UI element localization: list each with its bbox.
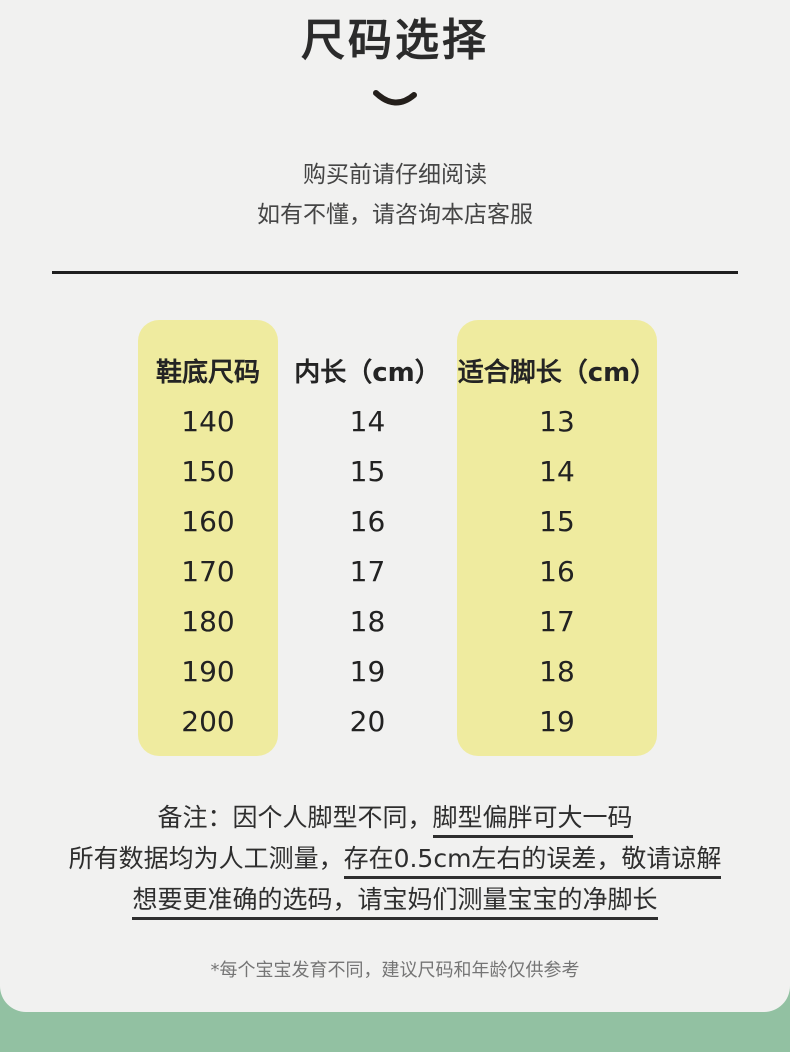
table-cell: 16 <box>539 554 575 588</box>
table-cell: 18 <box>539 654 575 688</box>
table-cell: 13 <box>539 404 575 438</box>
column-header-inner-length: 内长（cm） <box>294 358 441 388</box>
note-line-2-underlined: 存在0.5cm左右的误差，敬请谅解 <box>343 844 722 879</box>
table-cell: 16 <box>349 504 386 538</box>
column-header-sole-size: 鞋底尺码 <box>155 358 260 388</box>
note-line-2-plain: 所有数据均为人工测量， <box>68 844 344 873</box>
note-line-1-underlined: 脚型偏胖可大一码 <box>432 803 633 838</box>
content-card: 尺码选择 购买前请仔细阅读 如有不懂，请咨询本店客服 鞋底尺码 140 150 … <box>0 0 790 1012</box>
table-cell: 190 <box>181 654 235 688</box>
table-cell: 170 <box>181 554 235 588</box>
column-header-foot-length: 适合脚长（cm） <box>457 358 657 388</box>
table-cell: 140 <box>181 404 235 438</box>
divider-line <box>52 271 738 274</box>
table-cell: 17 <box>349 554 386 588</box>
table-cell: 19 <box>349 654 386 688</box>
table-cell: 19 <box>539 704 575 738</box>
intro-line-1: 购买前请仔细阅读 <box>303 162 487 188</box>
smile-icon <box>0 86 790 114</box>
note-line-3-underlined: 想要更准确的选码，请宝妈们测量宝宝的净脚长 <box>132 885 658 920</box>
column-foot-length: 适合脚长（cm） 13 14 15 16 17 18 19 <box>457 320 657 756</box>
note-line-3: 想要更准确的选码，请宝妈们测量宝宝的净脚长 <box>0 879 790 920</box>
footnote: *每个宝宝发育不同，建议尺码和年龄仅供参考 <box>210 960 580 981</box>
size-table: 鞋底尺码 140 150 160 170 180 190 200 内长（cm） … <box>138 320 657 756</box>
table-cell: 180 <box>181 604 235 638</box>
column-sole-size: 鞋底尺码 140 150 160 170 180 190 200 <box>138 320 278 756</box>
column-inner-length: 内长（cm） 14 15 16 17 18 19 20 <box>278 320 457 756</box>
table-cell: 18 <box>349 604 386 638</box>
table-cell: 15 <box>539 504 575 538</box>
note-line-2: 所有数据均为人工测量，存在0.5cm左右的误差，敬请谅解 <box>0 838 790 879</box>
table-cell: 15 <box>349 454 386 488</box>
table-cell: 14 <box>349 404 386 438</box>
page-title: 尺码选择 <box>301 15 489 66</box>
notes-block: 备注：因个人脚型不同，脚型偏胖可大一码 所有数据均为人工测量，存在0.5cm左右… <box>0 797 790 920</box>
table-cell: 14 <box>539 454 575 488</box>
table-cell: 200 <box>181 704 235 738</box>
intro-line-2: 如有不懂，请咨询本店客服 <box>257 202 533 228</box>
table-cell: 150 <box>181 454 235 488</box>
note-line-1-plain: 备注：因个人脚型不同， <box>157 803 433 832</box>
table-cell: 17 <box>539 604 575 638</box>
table-cell: 160 <box>181 504 235 538</box>
table-cell: 20 <box>349 704 386 738</box>
note-line-1: 备注：因个人脚型不同，脚型偏胖可大一码 <box>0 797 790 838</box>
